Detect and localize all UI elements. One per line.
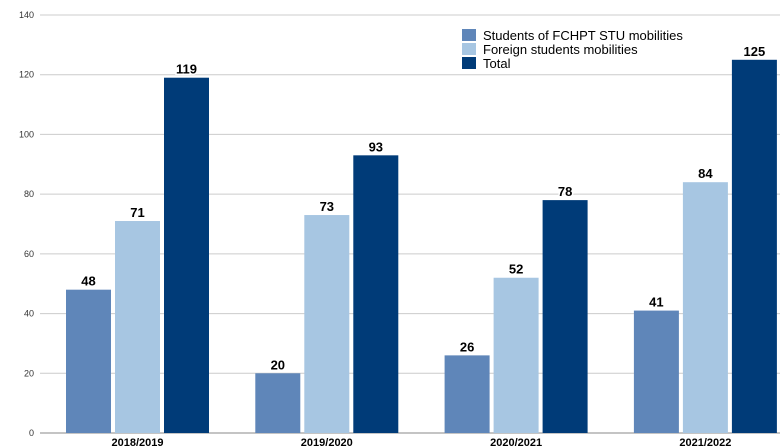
bar — [164, 77, 209, 433]
y-tick-label: 140 — [19, 10, 34, 20]
x-category-label: 2019/2020 — [301, 437, 353, 448]
bars — [66, 59, 777, 434]
data-label: 71 — [130, 205, 144, 220]
y-tick-label: 20 — [24, 368, 34, 378]
legend-label: Students of FCHPT STU mobilities — [483, 28, 683, 43]
data-label: 119 — [176, 62, 197, 77]
bar — [444, 355, 490, 433]
x-category-label: 2018/2019 — [112, 437, 164, 448]
data-label: 20 — [271, 357, 285, 372]
bar — [542, 200, 588, 433]
bar — [66, 289, 111, 433]
legend: Students of FCHPT STU mobilitiesForeign … — [462, 28, 683, 71]
legend-swatch — [462, 43, 476, 55]
y-tick-label: 100 — [19, 129, 34, 139]
data-label: 73 — [320, 199, 334, 214]
data-label: 93 — [369, 139, 383, 154]
x-category-label: 2020/2021 — [490, 437, 542, 448]
bar — [493, 277, 539, 433]
data-label: 78 — [558, 184, 572, 199]
y-tick-label: 0 — [29, 428, 34, 438]
legend-label: Foreign students mobilities — [483, 42, 638, 57]
bar — [633, 310, 679, 433]
data-label: 26 — [460, 339, 474, 354]
data-label: 84 — [698, 166, 713, 181]
legend-swatch — [462, 29, 476, 41]
data-label: 41 — [649, 295, 663, 310]
legend-label: Total — [483, 56, 511, 71]
data-label: 48 — [81, 274, 95, 289]
y-axis-ticks: 0 20 40 60 80 100 120 140 — [19, 10, 34, 438]
y-tick-label: 60 — [24, 249, 34, 259]
bar — [304, 215, 350, 433]
x-category-label: 2021/2022 — [679, 437, 731, 448]
gridlines — [40, 14, 780, 434]
bar — [682, 182, 728, 433]
data-labels: 48 71 119 20 73 93 26 52 78 41 84 125 — [80, 42, 767, 373]
data-label: 52 — [509, 262, 523, 277]
bar — [255, 373, 301, 433]
bar — [115, 221, 160, 433]
y-tick-label: 80 — [24, 189, 34, 199]
bar — [731, 59, 777, 434]
legend-swatch — [462, 57, 476, 69]
x-axis-categories: 2018/2019 2019/2020 2020/2021 2021/2022 — [112, 437, 732, 448]
bar — [353, 155, 399, 434]
y-tick-label: 120 — [19, 70, 34, 80]
data-label: 125 — [744, 44, 766, 59]
y-tick-label: 40 — [24, 309, 34, 319]
